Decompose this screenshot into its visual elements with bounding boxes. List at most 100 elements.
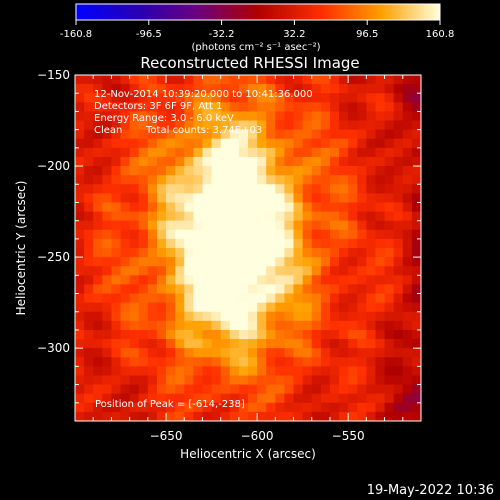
heatmap-cell (129, 293, 140, 304)
heatmap-cell (248, 329, 258, 340)
heatmap-cell (175, 266, 185, 276)
heatmap-cell (357, 348, 367, 358)
heatmap-cell (93, 257, 103, 267)
heatmap-cell (411, 175, 421, 185)
heatmap-cell (339, 220, 349, 231)
heatmap-cell (366, 329, 377, 340)
heatmap-cell (284, 102, 295, 113)
heatmap-cell (147, 147, 158, 158)
heatmap-cell (366, 366, 377, 377)
heatmap-cell (184, 229, 194, 240)
heatmap-cell (402, 348, 413, 358)
heatmap-cell (184, 120, 194, 131)
heatmap-cell (84, 366, 94, 377)
heatmap-cell (156, 156, 167, 167)
heatmap-cell (138, 402, 149, 413)
heatmap-cell (402, 411, 413, 421)
heatmap-cell (147, 84, 158, 94)
heatmap-cell (329, 311, 340, 322)
heatmap-cell (375, 102, 386, 113)
heatmap-cell (302, 211, 313, 222)
heatmap-cell (320, 211, 331, 222)
heatmap-cell (84, 411, 94, 421)
heatmap-cell (266, 366, 276, 377)
heatmap-cell (293, 220, 304, 231)
heatmap-cell (257, 411, 267, 421)
heatmap-cell (402, 229, 413, 240)
heatmap-cell (293, 366, 304, 377)
heatmap-cell (411, 311, 421, 322)
heatmap-cell (366, 120, 377, 131)
heatmap-cell (102, 220, 113, 231)
heatmap-cell (193, 93, 204, 103)
heatmap-cell (257, 147, 267, 158)
heatmap-cell (111, 220, 122, 231)
heatmap-cell (147, 166, 158, 176)
heatmap-cell (348, 220, 358, 231)
heatmap-cell (211, 229, 222, 240)
heatmap-cell (93, 129, 103, 140)
heatmap-cell (229, 375, 240, 386)
heatmap-cell (120, 220, 131, 231)
heatmap-cell (329, 175, 340, 185)
heatmap-cell (411, 375, 421, 386)
heatmap-cell (102, 339, 113, 349)
heatmap-cell (111, 329, 122, 340)
plot-frame (74, 74, 422, 422)
heatmap-cell (156, 293, 167, 304)
heatmap-cell (348, 339, 358, 349)
heatmap-cell (375, 339, 386, 349)
heatmap-cell (147, 156, 158, 167)
heatmap-cell (284, 257, 295, 267)
heatmap-cell (129, 175, 140, 185)
heatmap-cell (348, 320, 358, 331)
heatmap-cell (302, 248, 313, 258)
heatmap-cell (393, 402, 404, 413)
heatmap-cell (384, 411, 395, 421)
heatmap-cell (293, 348, 304, 358)
heatmap-cell (393, 284, 404, 295)
heatmap-cell (366, 393, 377, 404)
heatmap-cell (384, 84, 395, 94)
heatmap-cell (266, 238, 276, 249)
heatmap-cell (284, 284, 295, 295)
heatmap-cell (193, 402, 204, 413)
y-tick-label: −300 (37, 341, 70, 355)
heatmap-cell (93, 120, 103, 131)
heatmap-cell (129, 357, 140, 367)
heatmap-cell (84, 75, 94, 85)
heatmap-cell (329, 156, 340, 167)
heatmap-cell (184, 202, 194, 213)
heatmap-cell (384, 248, 395, 258)
heatmap-cell (238, 393, 249, 404)
heatmap-cell (229, 284, 240, 295)
heatmap-cell (302, 166, 313, 176)
heatmap-cell (120, 93, 131, 103)
heatmap-cell (202, 266, 213, 276)
heatmap-cell (111, 366, 122, 377)
heatmap-cell (293, 129, 304, 140)
heatmap-cell (147, 111, 158, 122)
colorbar-tick-label: 32.2 (283, 29, 305, 40)
heatmap-cell (411, 402, 421, 413)
heatmap-cell (193, 302, 204, 313)
heatmap-cell (293, 248, 304, 258)
heatmap-cell (102, 120, 113, 131)
heatmap-cell (93, 339, 103, 349)
heatmap-cell (302, 311, 313, 322)
heatmap-cell (211, 93, 222, 103)
heatmap-cell (384, 238, 395, 249)
heatmap-cell (348, 111, 358, 122)
heatmap-cell (257, 248, 267, 258)
heatmap-cell (320, 156, 331, 167)
heatmap-cell (138, 329, 149, 340)
heatmap-cell (275, 339, 286, 349)
heatmap-cell (184, 384, 194, 395)
heatmap-cell (248, 257, 258, 267)
heatmap-cell (120, 339, 131, 349)
heatmap-cell (184, 156, 194, 167)
heatmap-cell (339, 211, 349, 222)
colorbar-tick-label: -160.8 (60, 29, 92, 40)
heatmap-cell (220, 339, 231, 349)
heatmap-cell (175, 229, 185, 240)
